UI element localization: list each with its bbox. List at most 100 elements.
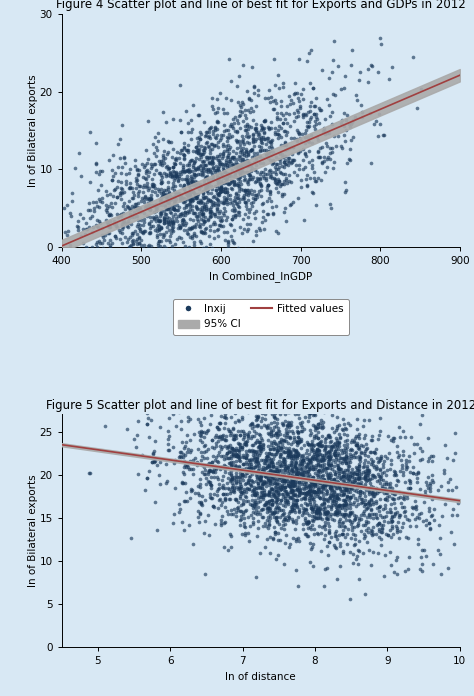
Point [297,435,304,446]
Point [93,236,100,247]
Point [227,157,235,168]
Point [320,449,328,460]
Point [248,499,255,510]
Point [293,469,301,480]
Point [177,397,185,409]
Point [243,136,251,147]
Point [333,483,341,494]
Point [280,507,288,519]
Point [210,219,217,230]
Point [264,450,272,461]
Point [260,440,267,451]
Point [325,446,332,457]
Point [316,512,324,523]
Point [327,470,335,481]
Point [347,452,355,463]
Point [346,492,354,503]
Point [266,145,274,157]
Point [281,459,289,470]
Point [224,173,231,184]
Point [392,554,400,565]
Point [273,418,281,429]
Point [272,502,280,513]
Point [309,187,317,198]
Point [267,149,274,160]
Point [376,500,384,512]
Point [343,491,351,502]
Point [324,496,332,507]
Point [121,203,128,214]
Point [364,472,372,483]
Point [214,150,221,161]
Point [212,184,219,196]
Point [291,132,298,143]
Point [374,66,382,77]
Point [292,514,300,525]
Point [280,459,288,470]
Point [200,200,208,212]
Point [378,512,386,523]
Point [192,230,200,241]
Point [251,456,259,467]
Point [234,180,242,191]
Point [314,472,322,483]
Point [319,482,327,493]
Point [250,157,257,168]
Point [383,488,390,499]
Point [163,148,171,159]
Point [396,432,404,443]
Point [274,187,282,198]
Point [93,200,101,212]
Point [291,115,298,126]
Point [293,500,301,512]
Point [195,139,202,150]
Point [293,471,301,482]
Point [174,205,182,216]
Point [180,468,188,480]
Point [277,148,284,159]
Point [208,100,216,111]
Point [149,448,157,459]
Point [166,171,173,182]
Point [315,507,322,518]
Point [274,502,282,513]
Point [210,465,217,476]
Point [343,451,350,462]
Point [94,221,101,232]
Point [288,438,295,450]
Point [261,463,268,474]
Point [391,508,399,519]
Point [271,526,279,537]
Point [340,467,347,478]
Point [102,205,109,216]
Point [344,470,352,481]
Point [383,494,391,505]
Point [87,205,94,216]
Point [331,480,338,491]
Point [253,118,260,129]
Point [181,247,189,258]
Point [170,457,178,468]
Point [267,418,274,429]
Point [319,473,327,484]
Point [233,160,241,171]
Point [356,491,363,503]
Point [339,547,346,558]
Point [288,425,296,436]
Point [282,423,290,434]
Point [276,511,284,522]
Point [229,448,237,459]
Point [309,436,316,447]
Point [406,475,414,487]
Point [180,184,188,195]
Point [253,436,260,448]
Point [243,86,251,97]
Point [336,437,343,448]
Point [357,440,365,451]
Point [341,464,348,475]
Point [343,110,350,121]
Point [371,489,379,500]
Point [367,459,375,470]
Point [292,495,299,506]
Point [331,449,339,460]
